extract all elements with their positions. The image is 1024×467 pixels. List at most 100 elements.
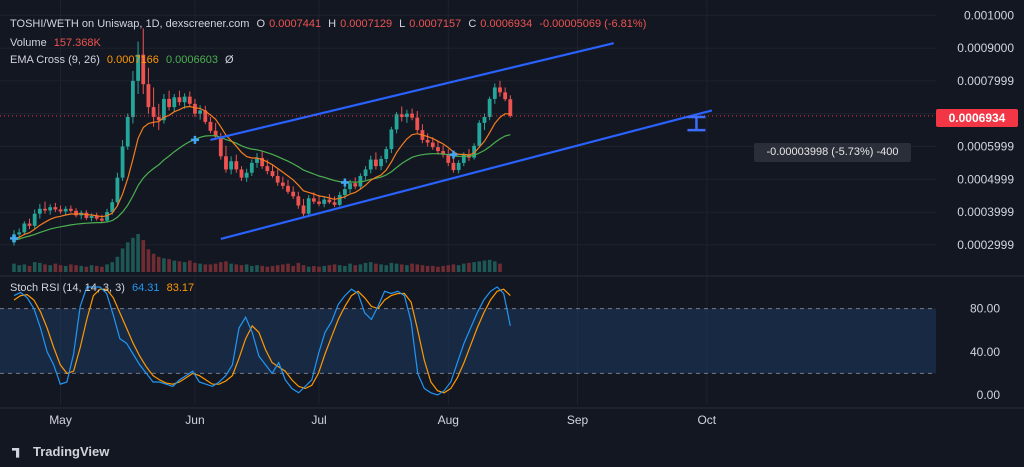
- candle-body: [265, 166, 270, 172]
- volume-bar: [74, 265, 78, 272]
- candle-body: [275, 176, 280, 183]
- volume-bar: [430, 265, 435, 272]
- time-axis-label: May: [49, 413, 72, 427]
- candle-body: [48, 207, 53, 211]
- candle-body: [425, 139, 430, 143]
- volume-bar: [265, 266, 270, 272]
- volume-bar: [275, 265, 280, 272]
- candle-body: [239, 169, 244, 178]
- volume-bar: [498, 263, 502, 272]
- volume-bar: [410, 263, 414, 272]
- candle-body: [84, 212, 89, 218]
- volume-bar: [229, 263, 233, 272]
- volume-bar: [53, 263, 58, 272]
- stoch-rsi-k: 64.31: [132, 282, 160, 294]
- volume-bar: [219, 262, 223, 272]
- volume-bar: [177, 261, 182, 272]
- candle-body: [286, 185, 290, 192]
- volume-bar: [286, 263, 290, 272]
- volume-bar: [172, 260, 177, 272]
- candle-body: [156, 116, 161, 121]
- candle-body: [58, 209, 63, 212]
- volume-bar: [260, 265, 264, 272]
- volume-bar: [167, 259, 171, 272]
- candle-body: [125, 116, 130, 147]
- ema-fast-line: [13, 105, 511, 240]
- volume-bar: [105, 264, 109, 272]
- ohlc-close: C 0.0006934: [468, 18, 533, 30]
- candle-body: [379, 158, 383, 167]
- candle-body: [32, 213, 37, 226]
- volume-bar: [110, 262, 115, 272]
- candle-body: [482, 116, 487, 123]
- ohlc-open: O 0.0007441: [256, 18, 322, 30]
- candle-body: [224, 156, 228, 170]
- volume-bar: [487, 259, 492, 272]
- candle-body: [472, 145, 477, 158]
- volume-bar: [43, 264, 47, 272]
- candle-body: [441, 151, 446, 155]
- candle-body: [255, 157, 259, 163]
- symbol-title: TOSHI/WETH on Uniswap, 1D, dexscreener.c…: [10, 18, 250, 30]
- volume-bar: [436, 266, 440, 272]
- price-axis-label: 0.0004999: [957, 172, 1014, 186]
- volume-bar: [203, 264, 208, 272]
- price-axis-label: 0.0002999: [957, 238, 1014, 252]
- candle-body: [368, 159, 373, 170]
- candle-body: [317, 201, 321, 204]
- candle-body: [229, 161, 234, 170]
- volume-label: Volume: [10, 37, 47, 49]
- candle-body: [244, 172, 249, 178]
- volume-bar: [399, 264, 404, 272]
- stoch-rsi-d-line: [13, 288, 511, 394]
- candle-body: [131, 80, 135, 117]
- stoch-rsi-k-line: [13, 286, 511, 396]
- time-axis-label: Jun: [185, 413, 204, 427]
- rsi-axis-label: 80.00: [970, 302, 1000, 316]
- volume-bar: [348, 263, 352, 272]
- candle-body: [146, 84, 151, 108]
- candle-body: [162, 98, 166, 121]
- candle-body: [280, 182, 285, 186]
- candle-body: [99, 218, 104, 221]
- volume-bar: [63, 265, 68, 272]
- candle-body: [249, 162, 254, 173]
- volume-bar: [224, 261, 228, 272]
- stoch-rsi-legend: Stoch RSI (14, 14, 3, 3) 64.31 83.17: [10, 282, 198, 294]
- volume-bar: [198, 263, 202, 272]
- candle-body: [384, 149, 389, 159]
- stoch-rsi-band: [0, 308, 936, 374]
- candle-body: [389, 129, 394, 150]
- ohlc-low: L 0.0007157: [399, 18, 462, 30]
- candle-body: [120, 146, 125, 178]
- brand-label: TradingView: [33, 444, 110, 459]
- volume-bar: [363, 262, 368, 272]
- volume-bar: [213, 263, 218, 272]
- volume-bar: [451, 264, 456, 272]
- candle-body: [260, 157, 265, 167]
- volume-bar: [374, 263, 378, 272]
- volume-bar: [146, 249, 151, 272]
- candle-body: [503, 92, 508, 100]
- volume-bar: [281, 264, 285, 272]
- candle-body: [208, 121, 213, 131]
- volume-value: 157.368K: [53, 37, 101, 49]
- volume-bar: [472, 262, 476, 272]
- candle-body: [270, 171, 275, 176]
- volume-bar: [125, 242, 130, 272]
- stoch-rsi-label: Stoch RSI (14, 14, 3, 3): [10, 282, 125, 294]
- ema-legend: EMA Cross (9, 26) 0.0007166 0.0006603 Ø: [10, 54, 238, 66]
- candle-body: [301, 205, 306, 214]
- candle-body: [342, 189, 347, 196]
- volume-bar: [255, 265, 259, 272]
- candle-body: [136, 54, 140, 81]
- ohlc-change: -0.00005069 (-6.81%): [539, 18, 647, 30]
- candle-body: [94, 216, 99, 219]
- volume-bar: [353, 265, 358, 272]
- tradingview-brand[interactable]: TradingView: [12, 444, 109, 459]
- candle-body: [22, 223, 27, 233]
- candle-body: [27, 223, 32, 226]
- volume-bar: [208, 264, 213, 272]
